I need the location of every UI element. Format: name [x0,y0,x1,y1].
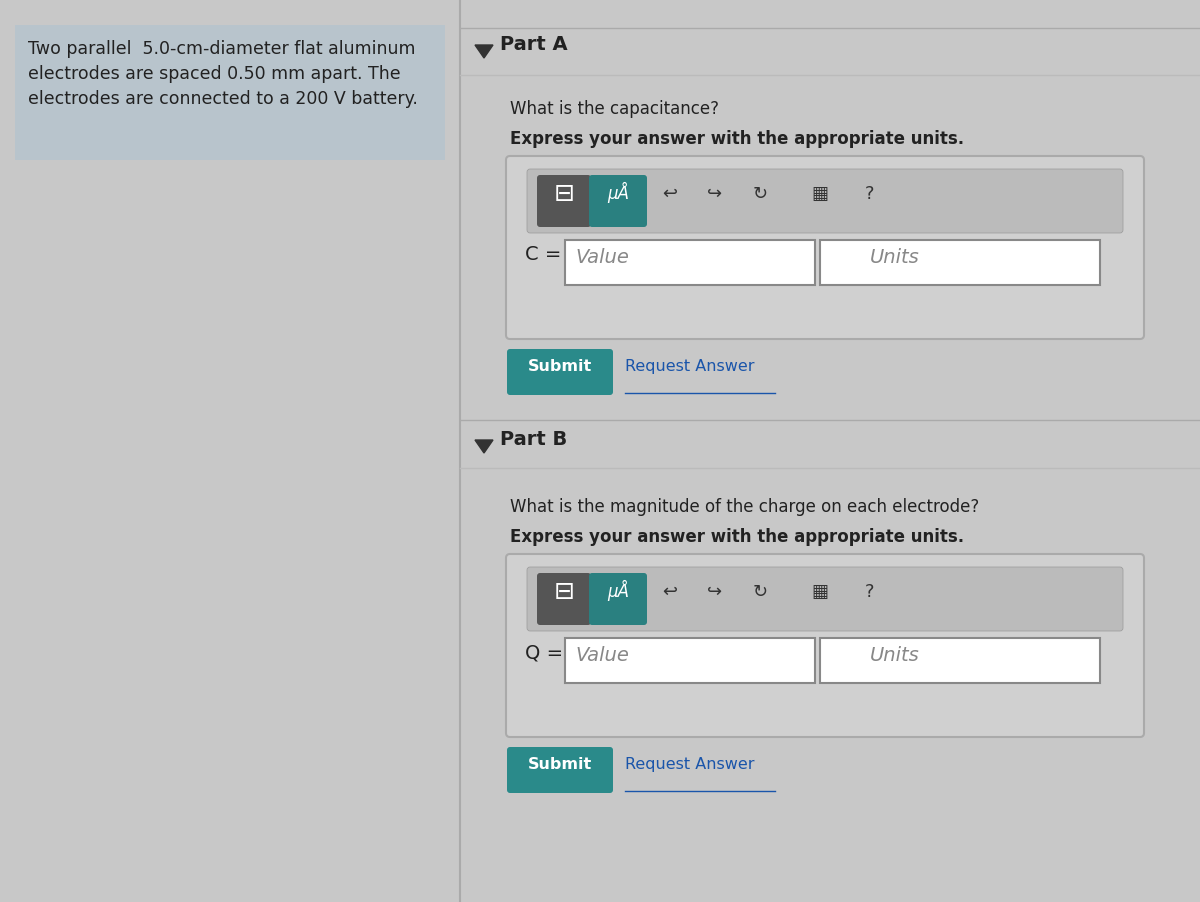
Bar [565,638,815,683]
Text: Submit: Submit [528,757,592,772]
Text: ⊟: ⊟ [553,580,575,604]
Text: Part A: Part A [500,35,568,54]
Text: μÅ: μÅ [607,182,629,203]
Text: Value: Value [575,248,629,267]
Polygon shape [475,45,493,58]
Text: Units: Units [870,248,919,267]
Bar [820,240,1100,285]
Text: Q =: Q = [526,643,563,662]
FancyBboxPatch shape [506,156,1144,339]
Text: Value: Value [575,646,629,665]
Text: ⊟: ⊟ [553,182,575,206]
FancyBboxPatch shape [508,349,613,395]
FancyBboxPatch shape [589,175,647,227]
Text: ↪: ↪ [708,583,722,601]
Text: Units: Units [870,646,919,665]
Text: ?: ? [865,583,875,601]
FancyBboxPatch shape [508,747,613,793]
FancyBboxPatch shape [527,169,1123,233]
Text: ▦: ▦ [811,583,828,601]
Text: electrodes are spaced 0.50 mm apart. The: electrodes are spaced 0.50 mm apart. The [28,65,401,83]
Text: Two parallel  5.0-cm-diameter flat aluminum: Two parallel 5.0-cm-diameter flat alumin… [28,40,415,58]
Text: ▦: ▦ [811,185,828,203]
FancyBboxPatch shape [538,175,592,227]
Bar [565,240,815,285]
Text: ↻: ↻ [752,185,768,203]
FancyBboxPatch shape [527,567,1123,631]
Text: C =: C = [526,245,562,264]
Text: ↻: ↻ [752,583,768,601]
Text: ↪: ↪ [708,185,722,203]
Text: ↩: ↩ [662,185,678,203]
Text: electrodes are connected to a 200 V battery.: electrodes are connected to a 200 V batt… [28,90,418,108]
Bar [820,638,1100,683]
FancyBboxPatch shape [589,573,647,625]
Text: ↩: ↩ [662,583,678,601]
Text: Express your answer with the appropriate units.: Express your answer with the appropriate… [510,130,964,148]
Text: What is the capacitance?: What is the capacitance? [510,100,719,118]
FancyBboxPatch shape [538,573,592,625]
Text: μÅ: μÅ [607,580,629,601]
Text: Request Answer: Request Answer [625,359,755,374]
Text: ?: ? [865,185,875,203]
Bar [14,25,445,160]
Text: Request Answer: Request Answer [625,757,755,772]
Text: What is the magnitude of the charge on each electrode?: What is the magnitude of the charge on e… [510,498,979,516]
Polygon shape [475,440,493,453]
FancyBboxPatch shape [506,554,1144,737]
Text: Part B: Part B [500,430,568,449]
Text: Express your answer with the appropriate units.: Express your answer with the appropriate… [510,528,964,546]
Text: Submit: Submit [528,359,592,374]
